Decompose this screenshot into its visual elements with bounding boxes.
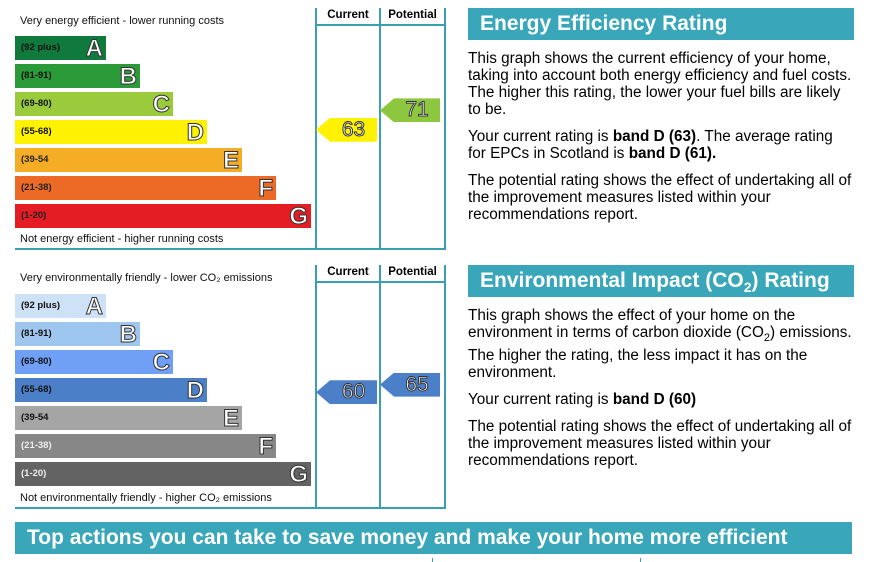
band-range: (81-91) [21, 70, 52, 81]
env-current: Your current rating is band D (60) [468, 391, 697, 409]
top-actions-banner: Top actions you can take to save money a… [15, 522, 852, 554]
band-range: (92 plus) [21, 42, 61, 53]
band-range: (81-91) [21, 328, 52, 339]
potential-rating-arrow: 65 [380, 372, 440, 397]
current-header: Current [327, 266, 369, 278]
potential-rating-arrow: 71 [380, 98, 440, 123]
band-range: (92 plus) [21, 300, 61, 311]
header-line [316, 281, 446, 283]
band-d-bar: (55-68) D [15, 119, 207, 147]
band-range: (21-38) [21, 182, 52, 193]
current-rating-arrow: 60 [316, 380, 377, 405]
band-e-bar: (39-54 E [15, 405, 242, 433]
band-range: (39-54 [21, 412, 49, 423]
band-letter: B [119, 63, 137, 91]
energy-panel: Energy Efficiency Rating This graph show… [468, 8, 854, 223]
band-range: (1-20) [21, 210, 47, 221]
band-range: (21-38) [21, 440, 52, 451]
column-divider [315, 8, 317, 250]
band-g-bar: (1-20) G [15, 203, 311, 231]
band-e-bar: (39-54 E [15, 147, 242, 175]
potential-rating-value: 65 [405, 372, 429, 397]
potential-header: Potential [388, 266, 437, 278]
band-letter: C [152, 349, 170, 377]
band-b-bar: (81-91) B [15, 63, 140, 91]
current-rating-value: 63 [341, 117, 366, 142]
energy-efficiency-chart: Current Potential Very energy efficient … [15, 8, 446, 250]
frame-line [15, 248, 446, 250]
current-rating-value: 60 [341, 380, 366, 404]
band-range: (55-68) [21, 126, 52, 137]
band-letter: E [222, 405, 239, 433]
band-d-bar: (55-68) D [15, 377, 207, 405]
band-a-bar: (92 plus) A [15, 293, 106, 321]
band-c-bar: (69-80) C [15, 349, 173, 377]
energy-current: Your current rating is band D (63). The … [468, 128, 833, 162]
env-desc: This graph shows the effect of your home… [468, 307, 852, 382]
energy-desc: This graph shows the current efficiency … [468, 50, 852, 118]
band-f-bar: (21-38) F [15, 175, 276, 203]
band-letter: F [258, 433, 274, 461]
potential-rating-value: 71 [405, 98, 429, 122]
band-letter: E [222, 147, 239, 175]
env-heading: Environmental Impact (CO2) Rating [468, 265, 854, 297]
column-divider [315, 265, 317, 509]
potential-header: Potential [388, 9, 437, 21]
column-divider [444, 265, 446, 509]
band-letter: D [186, 119, 204, 147]
top-caption: Very energy efficient - lower running co… [20, 15, 225, 27]
band-letter: A [85, 35, 103, 63]
column-divider [379, 265, 381, 509]
band-range: (69-80) [21, 356, 52, 367]
frame-line [15, 507, 446, 509]
header-line [316, 24, 446, 26]
band-range: (69-80) [21, 98, 52, 109]
band-letter: A [85, 293, 103, 321]
band-letter: G [289, 461, 309, 489]
bottom-caption: Not energy efficient - higher running co… [20, 233, 224, 245]
band-range: (1-20) [21, 468, 47, 479]
environmental-impact-chart: Current Potential Very environmentally f… [15, 265, 446, 509]
bottom-caption: Not environmentally friendly - higher CO… [20, 492, 272, 504]
energy-potential: The potential rating shows the effect of… [468, 172, 852, 223]
current-header: Current [327, 9, 369, 21]
band-letter: G [289, 203, 309, 231]
env-potential: The potential rating shows the effect of… [468, 418, 852, 470]
band-letter: F [258, 175, 274, 203]
top-caption: Very environmentally friendly - lower CO… [20, 272, 273, 284]
band-c-bar: (69-80) C [15, 91, 173, 119]
band-range: (39-54 [21, 154, 49, 165]
band-letter: C [152, 91, 170, 119]
band-f-bar: (21-38) F [15, 433, 276, 461]
band-a-bar: (92 plus) A [15, 35, 106, 63]
band-b-bar: (81-91) B [15, 321, 140, 349]
band-letter: D [186, 377, 204, 405]
column-divider [444, 8, 446, 250]
band-g-bar: (1-20) G [15, 461, 311, 489]
current-rating-arrow: 63 [316, 117, 377, 142]
band-letter: B [119, 321, 137, 349]
env-panel: Environmental Impact (CO2) Rating This g… [468, 265, 854, 469]
energy-heading: Energy Efficiency Rating [468, 8, 854, 40]
band-range: (55-68) [21, 384, 52, 395]
column-divider [379, 8, 381, 250]
